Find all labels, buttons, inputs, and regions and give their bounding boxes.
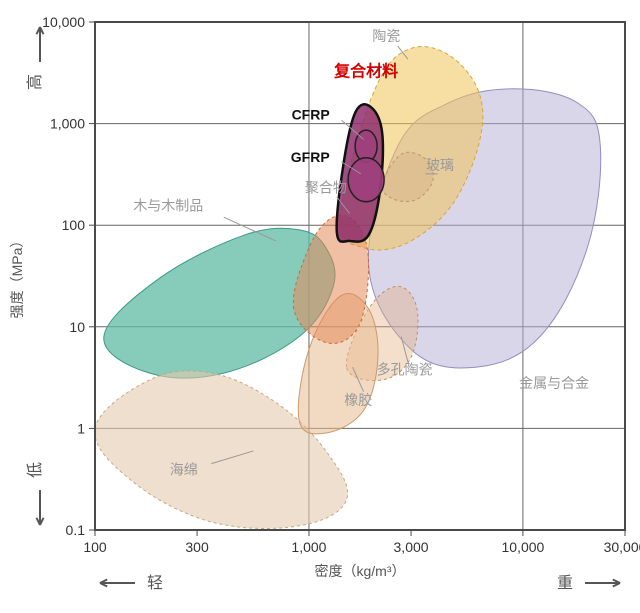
region-label-glass: 玻璃 [426, 157, 454, 173]
y-axis-label: 强度（MPa） [9, 234, 25, 319]
y-tick-label: 1,000 [50, 116, 85, 132]
x-tick-label: 10,000 [502, 539, 545, 555]
composite-title: 复合材料 [333, 62, 398, 81]
x-tick-label: 3,000 [394, 539, 429, 555]
y-tick-label: 10,000 [42, 14, 85, 30]
cfrp-label: CFRP [292, 106, 330, 122]
x-tick-label: 100 [83, 539, 107, 555]
region-label-rubber: 橡胶 [344, 392, 372, 408]
region-label-sponge: 海绵 [170, 462, 198, 478]
y-tick-label: 10 [69, 319, 85, 335]
x-high-label: 重 [557, 574, 573, 592]
region-label-porous_ceramic: 多孔陶瓷 [377, 361, 433, 377]
y-tick-label: 0.1 [66, 522, 86, 538]
region-label-wood: 木与木制品 [133, 197, 203, 213]
chart-svg: 100 300 1,000 3,000 10,000 30,000 0.1 1 10 100 1,0… [0, 0, 640, 613]
region-label-metal: 金属与合金 [519, 375, 589, 391]
x-low-label: 轻 [147, 574, 163, 592]
region-label-ceramic: 陶瓷 [372, 28, 400, 44]
y-high-label: 高 [26, 74, 44, 90]
ashby-chart: 100 300 1,000 3,000 10,000 30,000 0.1 1 10 100 1,0… [0, 0, 640, 613]
sub-ellipse-gfrp [348, 158, 384, 202]
region-label-polymer: 聚合物 [305, 179, 347, 195]
y-tick-label: 100 [62, 217, 86, 233]
x-tick-label: 1,000 [291, 539, 326, 555]
x-axis-label: 密度（kg/m³） [315, 563, 406, 579]
y-low-label: 低 [26, 462, 44, 478]
x-tick-label: 300 [185, 539, 209, 555]
y-tick-label: 1 [77, 420, 85, 436]
gfrp-label: GFRP [291, 149, 330, 165]
x-tick-label: 30,000 [604, 539, 640, 555]
